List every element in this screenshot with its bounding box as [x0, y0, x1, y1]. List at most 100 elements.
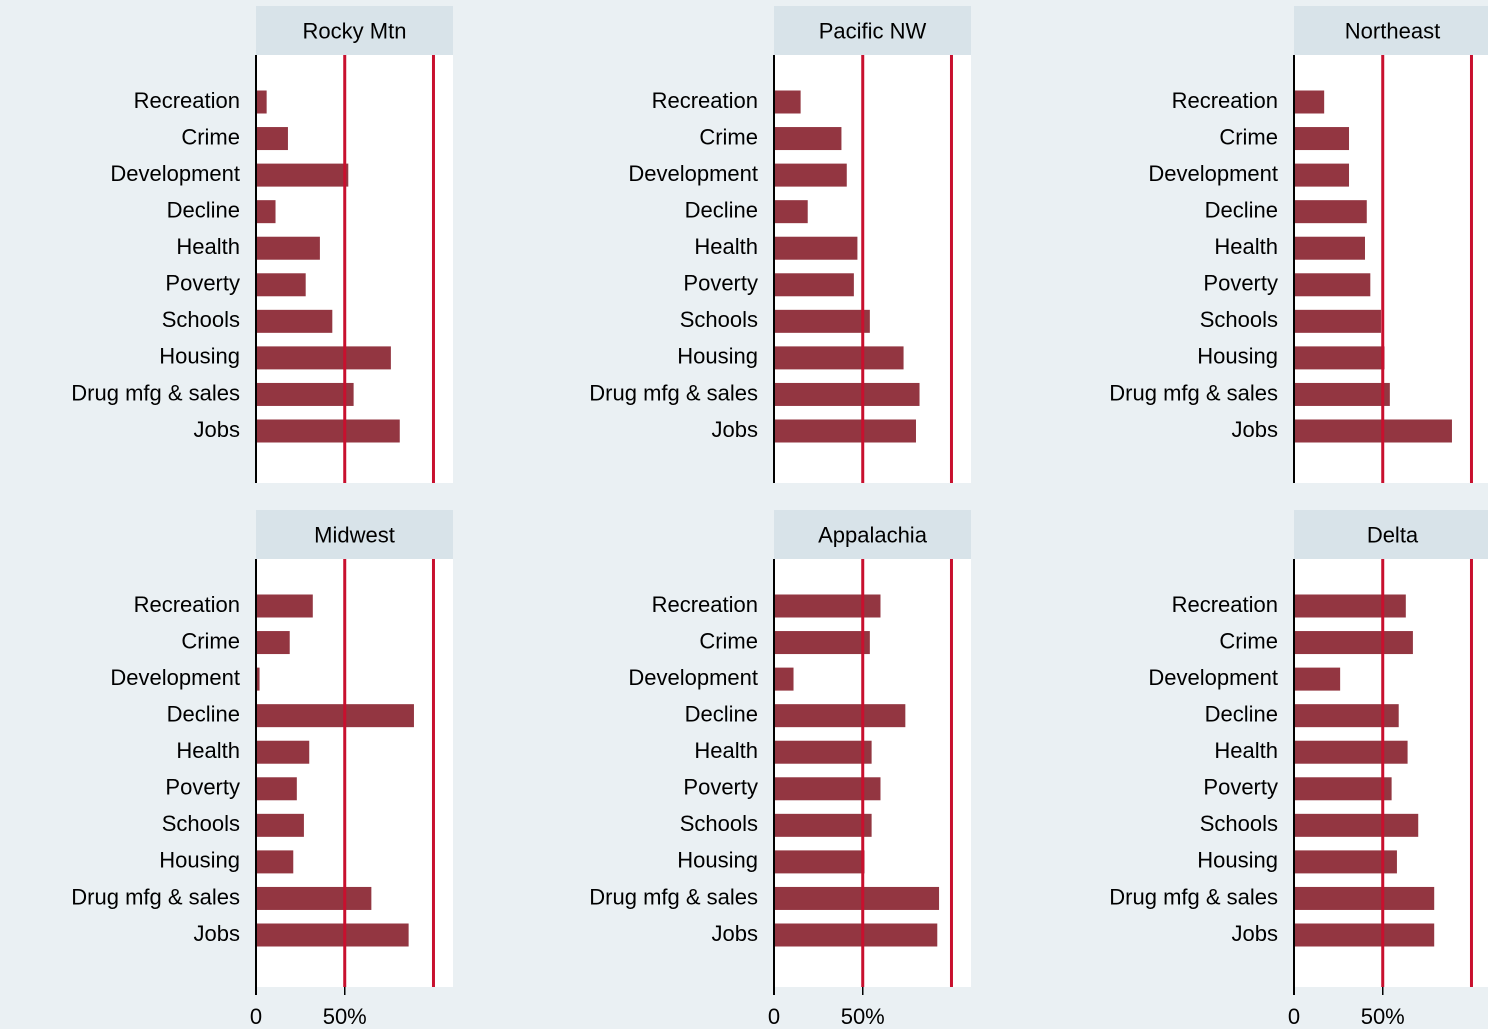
bar: [774, 667, 794, 691]
y-tick-label: Recreation: [134, 592, 240, 617]
plot-area: [1294, 559, 1488, 987]
bar: [774, 200, 808, 224]
bar: [256, 309, 333, 333]
y-tick-label: Drug mfg & sales: [589, 380, 758, 405]
y-tick-label: Development: [628, 161, 758, 186]
panel-header: [1294, 510, 1488, 559]
x-tick-label: 50%: [1361, 1004, 1405, 1029]
y-tick-label: Jobs: [1232, 417, 1278, 442]
panel-title: Northeast: [1345, 18, 1440, 43]
panel-header: [774, 510, 971, 559]
bar: [256, 594, 313, 618]
bar: [256, 346, 391, 370]
y-tick-label: Decline: [685, 701, 758, 726]
bar: [774, 163, 847, 187]
bar: [1294, 850, 1397, 874]
bar: [256, 127, 288, 151]
panel-title: Pacific NW: [819, 18, 927, 43]
y-tick-label: Decline: [167, 701, 240, 726]
y-tick-label: Decline: [167, 197, 240, 222]
bar: [1294, 777, 1392, 801]
bar: [774, 594, 881, 618]
y-tick-label: Recreation: [134, 88, 240, 113]
panel-header: [256, 6, 453, 55]
y-tick-label: Health: [694, 738, 758, 763]
y-tick-label: Development: [110, 665, 240, 690]
y-tick-label: Decline: [1205, 701, 1278, 726]
bar: [1294, 667, 1341, 691]
y-tick-label: Drug mfg & sales: [589, 884, 758, 909]
y-tick-label: Schools: [162, 307, 240, 332]
panel-title: Rocky Mtn: [303, 18, 407, 43]
bar: [256, 90, 267, 114]
plot-area: [774, 559, 971, 987]
y-tick-label: Recreation: [652, 88, 758, 113]
y-tick-label: Poverty: [165, 271, 240, 296]
bar: [256, 886, 372, 910]
y-tick-label: Schools: [1200, 307, 1278, 332]
bar: [774, 309, 870, 333]
y-tick-label: Development: [628, 665, 758, 690]
bar: [256, 777, 297, 801]
bar: [256, 740, 310, 764]
bar: [1294, 273, 1371, 297]
bar: [256, 667, 260, 691]
y-tick-label: Drug mfg & sales: [71, 884, 240, 909]
plot-area: [1294, 55, 1488, 483]
y-tick-label: Schools: [1200, 811, 1278, 836]
bar: [1294, 419, 1452, 443]
bar: [256, 631, 290, 655]
panel-header: [1294, 6, 1488, 55]
bar: [774, 419, 916, 443]
y-tick-label: Poverty: [165, 775, 240, 800]
bar: [774, 704, 906, 728]
plot-area: [256, 559, 453, 987]
y-tick-label: Housing: [677, 344, 758, 369]
y-tick-label: Decline: [685, 197, 758, 222]
y-tick-label: Schools: [680, 811, 758, 836]
y-tick-label: Crime: [699, 124, 758, 149]
bar: [1294, 923, 1435, 947]
bar: [1294, 236, 1365, 260]
y-tick-label: Development: [1148, 665, 1278, 690]
bar: [256, 273, 306, 297]
y-tick-label: Jobs: [194, 417, 240, 442]
bar: [1294, 163, 1350, 187]
y-tick-label: Development: [110, 161, 240, 186]
y-tick-label: Schools: [680, 307, 758, 332]
bar: [256, 704, 414, 728]
bar: [256, 236, 320, 260]
bar: [1294, 90, 1325, 114]
bar: [774, 886, 940, 910]
panel-title: Midwest: [314, 522, 395, 547]
y-tick-label: Housing: [1197, 848, 1278, 873]
y-tick-label: Schools: [162, 811, 240, 836]
panel-title: Appalachia: [818, 522, 928, 547]
bar: [774, 127, 842, 151]
y-tick-label: Recreation: [1172, 88, 1278, 113]
y-tick-label: Recreation: [1172, 592, 1278, 617]
bar: [1294, 127, 1350, 151]
bar: [774, 382, 920, 406]
y-tick-label: Health: [176, 738, 240, 763]
y-tick-label: Drug mfg & sales: [1109, 380, 1278, 405]
y-tick-label: Health: [1214, 738, 1278, 763]
bar: [1294, 631, 1413, 655]
y-tick-label: Housing: [677, 848, 758, 873]
bar: [256, 200, 276, 224]
panel-header: [256, 510, 453, 559]
bar: [1294, 309, 1381, 333]
y-tick-label: Poverty: [683, 271, 758, 296]
panel-title: Delta: [1367, 522, 1419, 547]
x-tick-label: 50%: [841, 1004, 885, 1029]
y-tick-label: Housing: [159, 344, 240, 369]
bar: [774, 777, 881, 801]
x-tick-label: 0: [768, 1004, 780, 1029]
y-tick-label: Health: [176, 234, 240, 259]
bar: [774, 631, 870, 655]
bar: [1294, 886, 1435, 910]
y-tick-label: Jobs: [712, 417, 758, 442]
bar: [774, 236, 858, 260]
